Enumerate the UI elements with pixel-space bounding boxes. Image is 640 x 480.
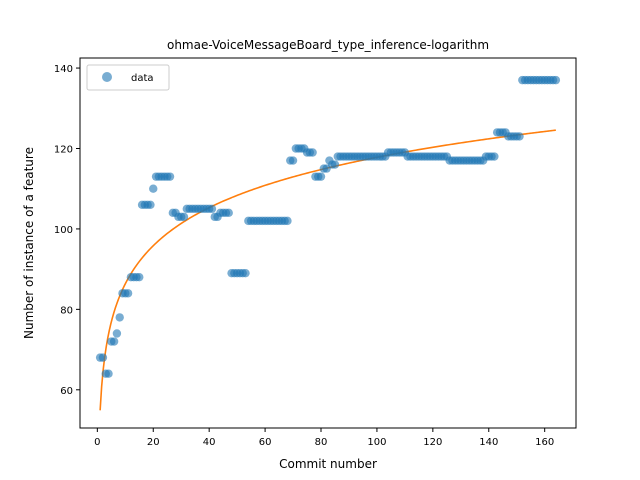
x-tick-label: 140 [479, 437, 498, 448]
x-tick-label: 40 [203, 437, 216, 448]
x-tick-label: 120 [423, 437, 442, 448]
y-tick-label: 80 [60, 305, 73, 316]
y-tick-label: 60 [60, 386, 73, 397]
x-tick-label: 100 [367, 437, 386, 448]
data-point [149, 184, 158, 193]
chart-title: ohmae-VoiceMessageBoard_type_inference-l… [167, 38, 489, 52]
x-tick-label: 60 [259, 437, 272, 448]
legend-label-data: data [131, 73, 154, 84]
y-tick-label: 140 [54, 64, 73, 75]
data-point [283, 216, 292, 226]
data-point [224, 208, 233, 218]
x-axis-label: Commit number [279, 457, 377, 471]
y-tick-label: 120 [54, 144, 73, 155]
x-tick-label: 80 [315, 437, 328, 448]
x-axis: 0 20 40 60 80 100 120 140 160 [94, 428, 554, 448]
data-point [115, 313, 124, 322]
axes-frame [79, 57, 577, 429]
data-point [179, 212, 189, 222]
data-point [146, 200, 155, 209]
legend-box [86, 64, 170, 91]
data-point [123, 289, 133, 298]
points-layer [95, 75, 561, 378]
legend-marker-data [102, 72, 112, 82]
data-point [515, 132, 524, 141]
plot-area [79, 57, 577, 429]
data-point [109, 337, 119, 346]
data-point [308, 148, 317, 157]
y-axis: 60 80 100 120 140 [54, 64, 80, 397]
data-point [330, 160, 340, 169]
data-point [551, 75, 561, 85]
x-tick-label: 0 [94, 437, 100, 448]
data-point [241, 268, 250, 278]
data-point [165, 172, 175, 181]
data-point [207, 204, 217, 214]
data-point [112, 329, 122, 338]
y-axis-label: Number of instance of a feature [22, 147, 36, 339]
x-tick-label: 160 [535, 437, 554, 448]
data-point [104, 369, 113, 378]
data-point [135, 272, 144, 282]
y-tick-label: 100 [54, 225, 73, 236]
data-point [98, 353, 108, 362]
data-point [316, 172, 326, 181]
data-point [288, 156, 298, 165]
x-tick-label: 20 [147, 437, 160, 448]
data-point [490, 152, 499, 161]
legend: data [86, 64, 170, 91]
